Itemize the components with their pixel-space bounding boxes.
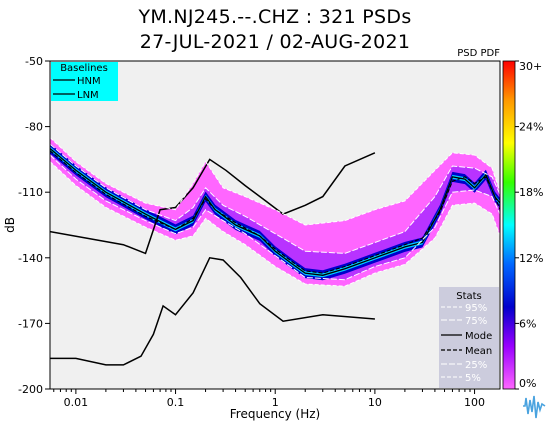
y-tick-label: -110: [18, 186, 43, 199]
series-line-95pct: [50, 137, 500, 226]
series-line-5pct: [50, 161, 500, 287]
psd-lines: [50, 137, 500, 366]
series-line-25pct: [50, 154, 500, 281]
x-axis-label: Frequency (Hz): [230, 407, 321, 421]
chart-title-daterange: 27-JUL-2021 / 02-AUG-2021: [139, 31, 411, 53]
colorbar-tick-label: 30+: [519, 60, 542, 73]
colorbar-ticks: 30+ 24% 18% 12% 6% 0%: [515, 60, 543, 390]
y-tick-label: -140: [18, 252, 43, 265]
axis-ticks: 0.01 0.1 1 10 100 -50 -80 -110 -140 -170 -200: [18, 55, 485, 409]
baselines-legend-title: Baselines: [60, 63, 108, 74]
x-tick-label: 1: [272, 396, 279, 409]
lnm-legend-label: LNM: [77, 90, 99, 101]
series-line-hnm: [50, 152, 376, 255]
mean-legend-label: Mean: [465, 346, 492, 357]
y-tick-label: -170: [18, 317, 43, 330]
chart-title-station: YM.NJ245.--.CHZ : 321 PSDs: [138, 6, 412, 28]
p5-legend-label: 5%: [465, 373, 481, 384]
stats-legend-title: Stats: [456, 291, 482, 302]
density-band-mid: [50, 144, 500, 280]
colorbar-tick-label: 18%: [519, 186, 543, 199]
stats-legend: Stats 95% 75% Mode Mean 25% 5%: [439, 287, 499, 388]
p75-legend-label: 75%: [465, 316, 487, 327]
y-tick-label: -50: [25, 55, 43, 68]
y-tick-label: -80: [25, 121, 43, 134]
y-tick-label: -200: [18, 383, 43, 396]
colorbar-tick-label: 12%: [519, 252, 543, 265]
mode-legend-label: Mode: [465, 331, 492, 342]
waveform-logo-icon: [521, 392, 547, 422]
x-tick-label: 0.01: [64, 396, 89, 409]
series-line-lnm: [50, 256, 375, 366]
hnm-legend-label: HNM: [77, 76, 101, 87]
baselines-legend: Baselines HNM LNM: [51, 62, 118, 101]
colorbar-tick-label: 24%: [519, 121, 543, 134]
colorbar-tick-label: 0%: [519, 377, 536, 390]
stats-legend-box: [439, 287, 499, 388]
x-tick-label: 10: [368, 396, 382, 409]
series-line-75pct: [50, 143, 500, 254]
pdf-label: PSD PDF: [457, 48, 500, 59]
colorbar-tick-label: 6%: [519, 317, 536, 330]
x-tick-label: 100: [464, 396, 485, 409]
series-line-mean: [50, 150, 500, 274]
x-tick-label: 0.1: [167, 396, 185, 409]
p25-legend-label: 25%: [465, 360, 487, 371]
colorbar: [502, 60, 516, 390]
y-axis-label: dB: [3, 217, 17, 233]
p95-legend-label: 95%: [465, 303, 487, 314]
series-line-mode: [50, 148, 500, 276]
